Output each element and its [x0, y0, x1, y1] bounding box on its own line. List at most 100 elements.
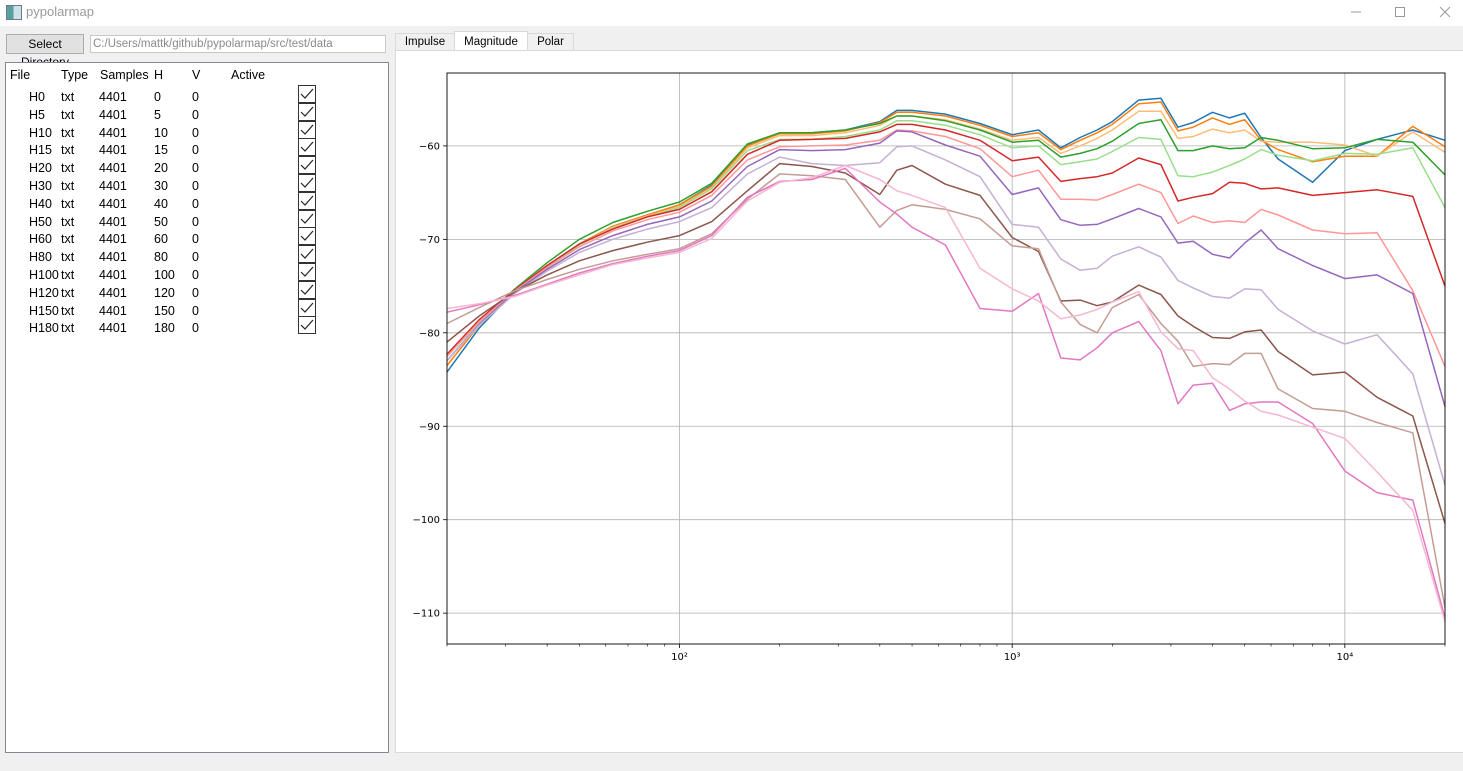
cell-h: 120 — [154, 285, 175, 300]
table-row[interactable]: H5 txt 4401 5 0 — [6, 102, 388, 125]
series-line — [446, 129, 1446, 367]
checkmark-icon — [300, 106, 314, 117]
table-row[interactable]: H180 txt 4401 180 0 — [6, 316, 388, 338]
table-row[interactable]: H60 txt 4401 60 0 — [6, 227, 388, 249]
cell-h: 40 — [154, 196, 168, 211]
table-row[interactable]: H0 txt 4401 0 0 — [6, 85, 388, 107]
cell-file: H10 — [29, 125, 52, 140]
series-line — [446, 167, 1446, 618]
active-checkbox[interactable] — [298, 209, 316, 228]
active-checkbox[interactable] — [298, 227, 316, 246]
y-tick-label: −90 — [419, 422, 440, 433]
table-row[interactable]: H50 txt 4401 50 0 — [6, 209, 388, 232]
active-checkbox[interactable] — [298, 263, 316, 281]
column-header-samples[interactable]: Samples — [100, 68, 149, 82]
cell-file: H60 — [29, 232, 52, 247]
column-header-active[interactable]: Active — [231, 68, 266, 82]
cell-h: 150 — [154, 303, 175, 318]
cell-type: txt — [61, 250, 75, 265]
x-tick-label: 10² — [671, 652, 688, 663]
active-checkbox[interactable] — [298, 280, 316, 299]
column-header-file[interactable]: File — [10, 68, 31, 82]
checkmark-icon — [300, 159, 314, 171]
cell-h: 0 — [154, 90, 161, 104]
cell-samples: 4401 — [99, 125, 127, 140]
app-icon — [6, 5, 22, 20]
y-tick-label: −80 — [419, 328, 440, 339]
table-row[interactable]: H10 txt 4401 10 0 — [6, 120, 388, 143]
cell-type: txt — [61, 321, 75, 336]
active-checkbox[interactable] — [298, 298, 316, 317]
cell-file: H5 — [29, 107, 45, 122]
cell-v: 0 — [192, 161, 199, 176]
column-header-type[interactable]: Type — [61, 68, 89, 82]
table-row[interactable]: H30 txt 4401 30 0 — [6, 174, 388, 196]
tab-polar[interactable]: Polar — [527, 33, 574, 51]
magnitude-chart: 10² 10³ 10⁴ −60 −70 −80 −90 −100 −110 — [413, 72, 1446, 663]
active-checkbox[interactable] — [298, 245, 316, 264]
cell-type: txt — [61, 232, 75, 247]
cell-type: txt — [61, 143, 75, 158]
series-line — [446, 130, 1446, 407]
active-checkbox[interactable] — [298, 138, 316, 157]
cell-type: txt — [61, 303, 75, 318]
cell-v: 0 — [192, 196, 199, 211]
table-row[interactable]: H100 txt 4401 100 0 — [6, 263, 388, 285]
checkmark-icon — [300, 284, 314, 295]
table-row[interactable]: H15 txt 4401 15 0 — [6, 138, 388, 160]
cell-file: H120 — [29, 285, 59, 300]
table-row[interactable]: H80 txt 4401 80 0 — [6, 245, 388, 267]
table-row[interactable]: H120 txt 4401 120 0 — [6, 280, 388, 303]
checkmark-icon — [300, 319, 314, 331]
cell-samples: 4401 — [99, 179, 127, 193]
checkmark-icon — [300, 124, 314, 135]
window-title: pypolarmap — [26, 4, 94, 19]
cell-v: 0 — [192, 285, 199, 300]
active-checkbox[interactable] — [298, 156, 316, 175]
tab-magnitude[interactable]: Magnitude — [454, 31, 528, 51]
cell-samples: 4401 — [99, 321, 127, 336]
active-checkbox[interactable] — [298, 85, 316, 103]
cell-samples: 4401 — [99, 90, 127, 104]
plot-frame — [446, 72, 1446, 645]
directory-path-field[interactable] — [90, 35, 386, 53]
cell-file: H30 — [29, 179, 52, 193]
measurement-table: File Type Samples H V Active H0 txt 4401 0 0… — [5, 62, 389, 753]
active-checkbox[interactable] — [298, 102, 316, 121]
cell-file: H150 — [29, 303, 59, 318]
cell-file: H40 — [29, 196, 52, 211]
table-row[interactable]: H40 txt 4401 40 0 — [6, 191, 388, 214]
cell-type: txt — [61, 196, 75, 211]
select-directory-button[interactable]: Select Directory — [6, 34, 84, 69]
checkmark-icon — [300, 195, 314, 206]
column-header-h[interactable]: H — [154, 68, 164, 82]
cell-file: H100 — [29, 268, 59, 282]
checkmark-icon — [300, 302, 314, 313]
cell-h: 60 — [154, 232, 168, 247]
cell-h: 30 — [154, 179, 168, 193]
cell-v: 0 — [192, 90, 199, 104]
cell-samples: 4401 — [99, 196, 127, 211]
active-checkbox[interactable] — [298, 174, 316, 192]
cell-file: H15 — [29, 143, 52, 158]
magnitude-panel: 10² 10³ 10⁴ −60 −70 −80 −90 −100 −110 — [395, 50, 1463, 753]
minimize-icon[interactable] — [1333, 2, 1379, 24]
maximize-icon[interactable] — [1377, 2, 1423, 24]
column-header-v[interactable]: V — [192, 68, 201, 82]
cell-v: 0 — [192, 321, 199, 336]
cell-file: H20 — [29, 161, 52, 176]
cell-file: H180 — [29, 321, 59, 336]
checkmark-icon — [300, 266, 314, 277]
y-tick-label: −70 — [419, 235, 440, 246]
cell-type: txt — [61, 179, 75, 193]
active-checkbox[interactable] — [298, 191, 316, 210]
cell-v: 0 — [192, 303, 199, 318]
tab-impulse[interactable]: Impulse — [395, 33, 455, 51]
active-checkbox[interactable] — [298, 316, 316, 335]
active-checkbox[interactable] — [298, 120, 316, 139]
table-row[interactable]: H150 txt 4401 150 0 — [6, 298, 388, 321]
close-icon[interactable] — [1422, 2, 1463, 24]
title-bar: pypolarmap — [0, 0, 1463, 26]
cell-h: 5 — [154, 107, 161, 122]
table-row[interactable]: H20 txt 4401 20 0 — [6, 156, 388, 178]
